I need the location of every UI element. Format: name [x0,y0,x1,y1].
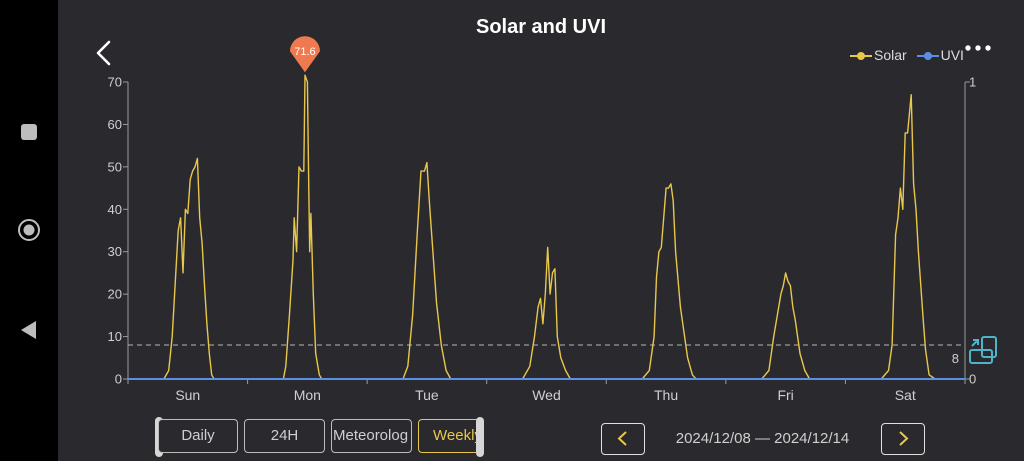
legend-line-marker-icon [916,52,939,61]
y-tick-label: 50 [108,159,122,174]
previous-week-button[interactable] [601,423,645,455]
y-tick-label: 0 [115,372,122,387]
recent-apps-square-icon[interactable] [17,120,41,144]
y-tick-label: 70 [108,75,122,90]
legend-label-uvi: UVI [940,47,964,63]
date-range-label: 2024/12/08 — 2024/12/14 [675,430,850,447]
y-tick-label: 10 [108,329,122,344]
y-tick-label: 20 [108,287,122,302]
calibration-icon [969,336,997,364]
x-tick-label: Sat [895,387,916,403]
legend-item-solar[interactable]: Solar [850,47,907,63]
chevron-left-icon [617,431,627,446]
tab-meteorology[interactable]: Meteorolog [331,419,412,453]
x-tick-label: Mon [294,387,321,403]
legend-line-marker-icon [850,52,872,61]
x-tick-label: Sun [175,387,200,403]
more-dots-icon [965,45,991,51]
peak-marker-pin [289,36,320,73]
x-tick-label: Thu [654,387,678,403]
back-triangle-icon[interactable] [17,318,41,342]
back-button[interactable] [92,38,116,68]
calibration-button[interactable] [968,334,1000,368]
next-week-button[interactable] [881,423,925,455]
chevron-left-icon [96,40,111,66]
tabs-scroll-edge-right [476,417,484,457]
chevron-right-icon [899,431,909,446]
peak-marker-label: 71.6 [294,46,315,58]
reference-line-label: 8 [952,351,959,366]
y2-tick-label: 0 [969,372,976,387]
y-tick-label: 40 [108,202,122,217]
legend-item-uvi[interactable]: UVI [916,47,964,63]
system-nav-bar [0,0,58,461]
chart-legend: Solar UVI [850,47,970,63]
legend-label-solar: Solar [874,47,907,63]
tab-24h[interactable]: 24H [244,419,325,453]
page-title: Solar and UVI [475,16,607,38]
x-tick-label: Tue [415,387,439,403]
tab-weekly[interactable]: Weekly [418,419,483,453]
home-circle-icon[interactable] [17,218,41,242]
tab-daily[interactable]: Daily [158,419,238,453]
y-tick-label: 30 [108,244,122,259]
more-options-button[interactable] [964,40,992,51]
x-tick-label: Wed [532,387,561,403]
y-tick-label: 60 [108,117,122,132]
series-line-solar [128,74,965,380]
y2-tick-label: 1 [969,75,976,90]
x-tick-label: Fri [777,387,793,403]
